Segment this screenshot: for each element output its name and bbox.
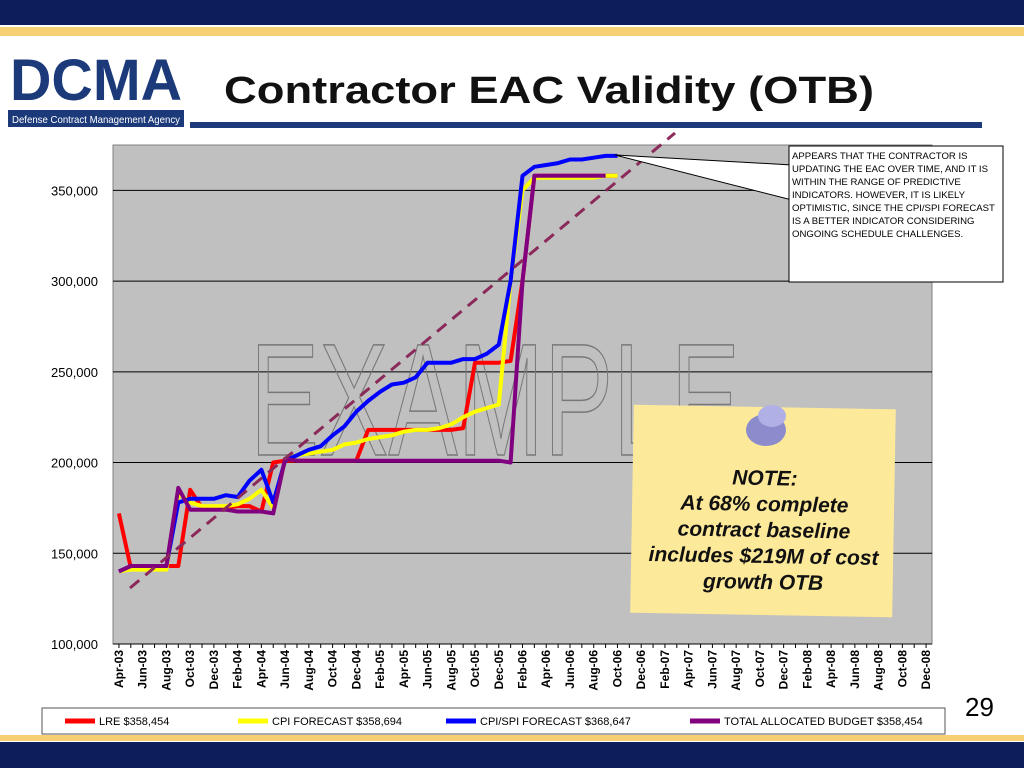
callout-box bbox=[788, 145, 1004, 283]
series-line bbox=[118, 173, 606, 574]
x-tick-label: Apr-04 bbox=[254, 650, 268, 688]
y-tick-label: 350,000 bbox=[51, 183, 98, 198]
note-box bbox=[630, 404, 896, 618]
x-tick-label: Apr-05 bbox=[397, 650, 411, 688]
trend-line bbox=[129, 131, 676, 590]
x-tick-label: Feb-08 bbox=[800, 650, 814, 689]
x-tick-label: Aug-05 bbox=[444, 650, 458, 691]
agency: Defense Contract Management Agency bbox=[12, 114, 181, 126]
x-tick-label: Dec-03 bbox=[207, 650, 221, 690]
x-tick-label: Oct-08 bbox=[895, 650, 909, 688]
x-tick-label: Feb-06 bbox=[516, 650, 530, 689]
y-tick-label: 150,000 bbox=[51, 546, 98, 561]
x-tick-label: Dec-05 bbox=[492, 650, 506, 690]
x-tick-label: Feb-05 bbox=[373, 650, 387, 689]
logo-band bbox=[8, 110, 184, 127]
x-tick-label: Dec-04 bbox=[349, 650, 363, 690]
pushpin-head bbox=[758, 405, 786, 427]
note-text: NOTE: At 68% complete contract baseline i… bbox=[635, 464, 893, 598]
x-tick-label: Feb-07 bbox=[658, 650, 672, 689]
logo: DCMA bbox=[10, 48, 182, 113]
y-tick-label: 200,000 bbox=[51, 456, 98, 471]
x-tick-label: Jun-03 bbox=[136, 650, 150, 689]
x-tick-label: Jun-04 bbox=[278, 650, 292, 689]
y-tick-label: 300,000 bbox=[51, 274, 98, 289]
x-tick-label: Oct-06 bbox=[610, 650, 624, 688]
top-stripe bbox=[0, 27, 1024, 36]
legend-box bbox=[41, 707, 946, 735]
x-tick-label: Apr-03 bbox=[112, 650, 126, 688]
x-tick-label: Dec-06 bbox=[634, 650, 648, 690]
x-tick-label: Oct-03 bbox=[183, 650, 197, 688]
x-tick-label: Dec-08 bbox=[919, 650, 933, 690]
x-tick-label: Jun-08 bbox=[848, 650, 862, 689]
bottom-bar bbox=[0, 742, 1024, 768]
x-tick-label: Aug-07 bbox=[729, 650, 743, 691]
top-bar bbox=[0, 0, 1024, 25]
title-rule bbox=[190, 122, 982, 128]
x-tick-label: Feb-04 bbox=[231, 650, 245, 689]
note-body: At 68% complete contract baseline includ… bbox=[648, 491, 879, 596]
y-tick-label: 250,000 bbox=[51, 365, 98, 380]
x-tick-label: Apr-06 bbox=[539, 650, 553, 688]
legend-label: LRE $358,454 bbox=[99, 716, 169, 728]
x-tick-label: Aug-03 bbox=[159, 650, 173, 691]
x-tick-label: Aug-06 bbox=[587, 650, 601, 691]
x-tick-label: Dec-07 bbox=[777, 650, 791, 690]
legend-label: TOTAL ALLOCATED BUDGET $358,454 bbox=[724, 716, 923, 728]
bottom-stripe bbox=[0, 735, 1024, 741]
x-tick-label: Jun-07 bbox=[705, 650, 719, 689]
x-tick-label: Oct-04 bbox=[326, 650, 340, 688]
x-tick-label: Aug-08 bbox=[872, 650, 886, 691]
page-number: 29 bbox=[965, 692, 994, 722]
slide-title: Contractor EAC Validity (OTB) bbox=[224, 70, 874, 112]
x-tick-label: Apr-07 bbox=[682, 650, 696, 688]
x-tick-label: Oct-07 bbox=[753, 650, 767, 688]
x-tick-label: Aug-04 bbox=[302, 650, 316, 691]
x-tick-label: Apr-08 bbox=[824, 650, 838, 688]
legend-label: CPI FORECAST $358,694 bbox=[272, 716, 402, 728]
legend-label: CPI/SPI FORECAST $368,647 bbox=[480, 716, 631, 728]
callout-text: APPEARS THAT THE CONTRACTOR IS UPDATING … bbox=[792, 151, 995, 240]
x-tick-label: Oct-05 bbox=[468, 650, 482, 688]
x-tick-label: Jun-05 bbox=[421, 650, 435, 689]
x-tick-label: Jun-06 bbox=[563, 650, 577, 689]
series-line bbox=[118, 153, 618, 574]
y-tick-label: 100,000 bbox=[51, 637, 98, 652]
